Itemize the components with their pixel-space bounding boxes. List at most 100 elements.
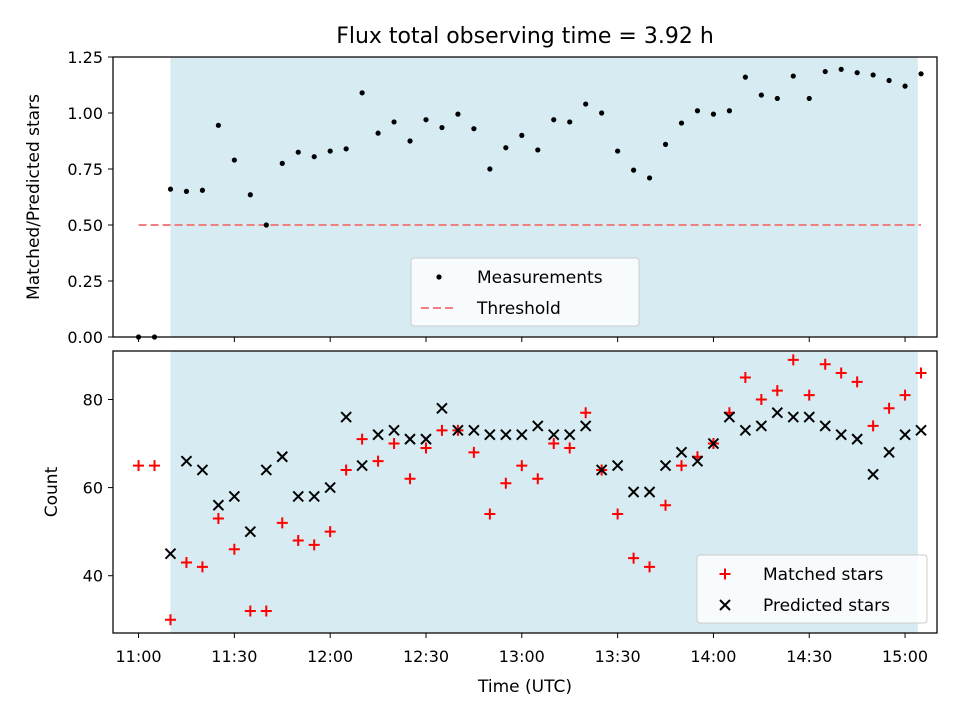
measurement-point <box>183 188 190 194</box>
predicted-star-point <box>164 547 177 560</box>
measurement-point <box>263 222 269 228</box>
measurement-point <box>662 141 669 147</box>
measurement-point <box>391 119 397 125</box>
matched-star-point <box>739 371 751 383</box>
measurement-point <box>407 138 413 144</box>
top-legend: Measurements Threshold <box>410 257 640 327</box>
matched-star-point <box>276 517 288 529</box>
predicted-star-point <box>404 433 416 445</box>
predicted-star-point <box>819 420 831 432</box>
measurement-point <box>838 66 844 72</box>
predicted-star-point <box>595 464 608 476</box>
predicted-star-point <box>452 424 464 437</box>
matched-star-point <box>308 539 320 551</box>
x-tick-label: 12:30 <box>403 647 449 666</box>
matched-star-point <box>133 460 145 472</box>
matched-star-point <box>212 512 224 524</box>
predicted-star-point <box>643 486 656 498</box>
measurement-point <box>774 95 780 102</box>
measurement-point <box>327 148 333 154</box>
matched-star-point <box>644 561 656 573</box>
bottom-plot-frame <box>112 350 938 634</box>
matched-star-point <box>356 433 368 445</box>
predicted-star-point <box>516 429 528 441</box>
bottom-y-axis-ticks: 40 60 80 <box>83 390 113 586</box>
legend-label: Predicted stars <box>763 596 890 616</box>
matched-star-point <box>787 354 799 366</box>
predicted-star-point <box>675 446 688 459</box>
top-panel: 0.00 0.25 0.50 0.75 1.00 1.25 Matched/Predict… <box>24 48 938 347</box>
predicted-star-point <box>500 429 512 441</box>
predicted-star-point <box>755 420 768 432</box>
legend-box <box>410 257 640 327</box>
measurement-point <box>694 108 701 114</box>
matched-star-point <box>516 460 528 472</box>
legend-label: Matched stars <box>763 565 883 585</box>
predicted-star-point <box>324 481 336 494</box>
chart-title: Flux total observing time = 3.92 h <box>336 24 714 49</box>
predicted-star-point <box>340 411 352 423</box>
measurement-point <box>247 192 253 198</box>
matched-star-point <box>899 389 911 401</box>
bottom-y-axis-label: Count <box>42 466 62 517</box>
y-tick-label: 60 <box>83 479 103 498</box>
measurement-point <box>710 111 717 117</box>
measurement-point <box>231 157 237 163</box>
measurement-point <box>375 130 381 136</box>
legend-marker-plus <box>719 568 731 580</box>
predicted-star-point <box>739 424 752 437</box>
measurement-point <box>551 117 557 123</box>
predicted-star-point <box>388 424 400 437</box>
matched-star-point <box>819 358 831 370</box>
predicted-star-point <box>659 459 672 472</box>
x-tick-label: 13:00 <box>499 647 545 666</box>
measurement-point <box>646 175 653 181</box>
measurement-point <box>630 167 637 173</box>
measurement-point <box>423 117 429 123</box>
measurement-point <box>870 72 876 78</box>
measurement-point <box>279 160 285 166</box>
measurement-point <box>902 83 908 89</box>
predicted-star-point <box>420 433 432 445</box>
matched-star-point <box>340 464 352 476</box>
top-plot-frame <box>112 56 938 338</box>
predicted-star-point <box>723 411 736 423</box>
predicted-star-point <box>484 429 496 441</box>
matched-star-point <box>675 460 687 472</box>
measurement-point <box>535 147 541 153</box>
y-tick-label: 40 <box>83 567 103 586</box>
x-tick-label: 14:30 <box>786 647 832 666</box>
measurement-point <box>471 126 477 132</box>
predicted-star-point <box>548 429 560 441</box>
measurement-point <box>343 146 349 152</box>
predicted-star-point <box>851 433 863 445</box>
predicted-star-point <box>468 424 480 437</box>
predicted-star-point <box>180 455 193 467</box>
measurement-point <box>726 108 733 114</box>
measurement-point <box>758 92 764 98</box>
matched-star-point <box>388 438 400 450</box>
predicted-star-point <box>579 420 592 432</box>
predicted-star-point <box>532 420 544 432</box>
predicted-star-point <box>196 464 209 476</box>
legend-marker-x <box>719 599 731 611</box>
measurement-point <box>359 90 365 96</box>
predicted-star-point <box>372 429 384 441</box>
measurement-point <box>583 101 589 107</box>
predicted-star-point <box>260 464 273 476</box>
predicted-star-point <box>228 490 241 503</box>
measurement-point <box>615 148 621 154</box>
matched-star-point <box>420 442 432 454</box>
legend-marker-dot <box>436 274 442 280</box>
matched-star-point <box>468 446 480 458</box>
matched-star-point <box>436 424 448 436</box>
matched-star-point <box>324 526 336 538</box>
matched-star-point <box>835 367 847 379</box>
measurement-point <box>487 166 493 172</box>
measurement-point <box>806 95 812 102</box>
matched-star-point <box>244 605 256 617</box>
predicted-star-point <box>292 490 304 503</box>
matched-star-point <box>196 561 208 573</box>
y-tick-label: 80 <box>83 390 103 409</box>
